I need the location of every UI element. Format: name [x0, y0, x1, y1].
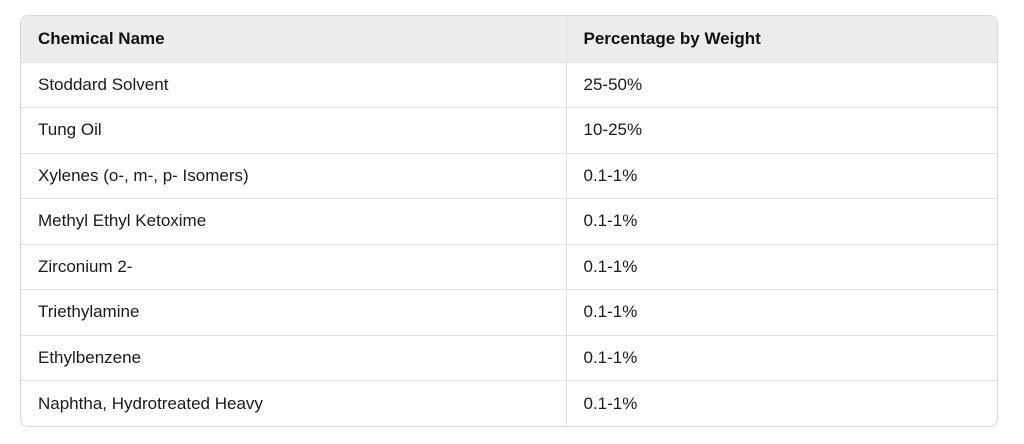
chemical-name-cell: Xylenes (o-, m-, p- Isomers) [21, 153, 566, 199]
table-row: Ethylbenzene 0.1-1% [21, 335, 997, 381]
percentage-cell: 0.1-1% [565, 198, 997, 245]
percentage-cell: 0.1-1% [565, 244, 997, 290]
table-row: Methyl Ethyl Ketoxime 0.1-1% [21, 198, 997, 245]
chemical-name-cell: Stoddard Solvent [21, 62, 566, 108]
chemical-name-cell: Ethylbenzene [21, 335, 566, 381]
header-chemical-name: Chemical Name [21, 16, 566, 63]
percentage-cell: 0.1-1% [565, 380, 997, 426]
table-row: Zirconium 2- 0.1-1% [21, 244, 997, 290]
table-row: Triethylamine 0.1-1% [21, 289, 997, 336]
chemical-composition-table-container: Chemical Name Percentage by Weight Stodd… [20, 15, 998, 427]
table-header-row: Chemical Name Percentage by Weight [21, 16, 997, 63]
chemical-name-cell: Tung Oil [21, 107, 566, 154]
percentage-cell: 0.1-1% [565, 153, 997, 199]
header-percentage-by-weight: Percentage by Weight [565, 16, 997, 63]
chemical-composition-table: Chemical Name Percentage by Weight Stodd… [21, 16, 997, 426]
chemical-name-cell: Naphtha, Hydrotreated Heavy [38, 393, 263, 413]
chemical-name-cell: Triethylamine [21, 289, 566, 336]
percentage-cell: 0.1-1% [565, 335, 997, 381]
percentage-cell: 25-50% [565, 62, 997, 108]
percentage-cell: 0.1-1% [565, 289, 997, 336]
table-row: Stoddard Solvent 25-50% [21, 62, 997, 108]
table-row: Naphtha, Hydrotreated Heavy 0.1-1% [21, 380, 997, 426]
chemical-name-cell: Methyl Ethyl Ketoxime [21, 198, 566, 245]
percentage-cell: 10-25% [565, 107, 997, 154]
table-row: Tung Oil 10-25% [21, 107, 997, 154]
chemical-name-cell: Zirconium 2- [21, 244, 566, 290]
table-row: Xylenes (o-, m-, p- Isomers) 0.1-1% [21, 153, 997, 199]
